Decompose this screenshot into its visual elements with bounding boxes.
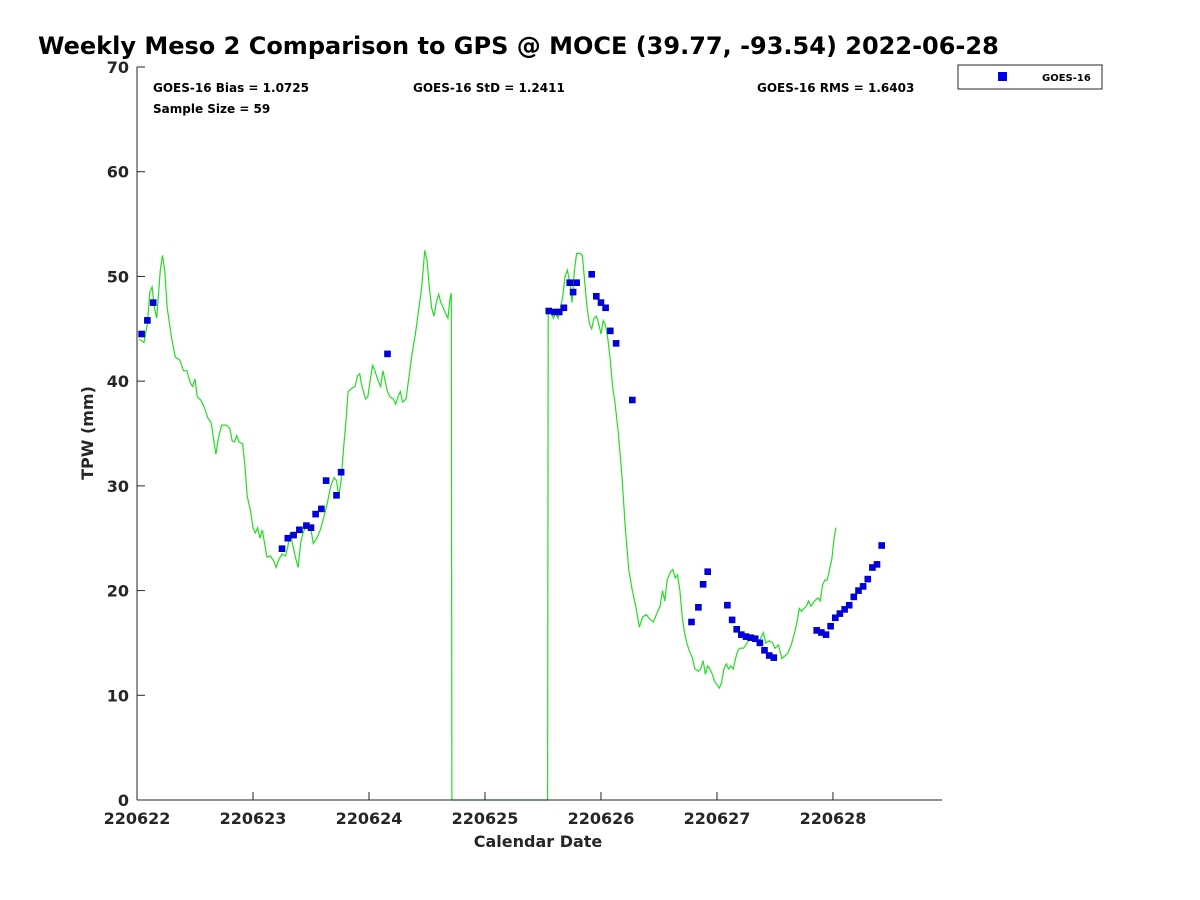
x-tick-label: 220624 xyxy=(336,809,403,828)
goes16-point xyxy=(751,635,759,643)
goes16-point xyxy=(704,568,712,576)
goes16-point xyxy=(588,270,596,278)
goes16-point xyxy=(845,601,853,609)
goes16-point xyxy=(733,625,741,633)
legend-label-goes16: GOES-16 xyxy=(1042,73,1091,84)
gps-series-line xyxy=(138,250,837,801)
goes16-point xyxy=(597,299,605,306)
y-axis-label: TPW (mm) xyxy=(78,386,97,480)
goes16-point xyxy=(612,340,620,347)
goes16-point xyxy=(555,308,563,316)
y-axis-ticks: 0 10 20 30 40 50 60 70 xyxy=(107,58,145,810)
goes16-point xyxy=(827,622,834,630)
goes16-point xyxy=(695,603,702,611)
goes16-point xyxy=(290,531,297,539)
goes16-point xyxy=(149,299,157,306)
goes16-point xyxy=(628,396,636,404)
legend-box xyxy=(957,64,1103,90)
goes16-point xyxy=(333,491,340,499)
goes16-point xyxy=(728,616,736,624)
legend-marker-goes16 xyxy=(998,72,1007,81)
goes16-point xyxy=(873,561,881,568)
goes16-point xyxy=(878,542,886,549)
goes16-point xyxy=(318,505,325,513)
y-tick-label: 40 xyxy=(107,372,129,391)
goes16-point xyxy=(756,639,764,647)
x-tick-label: 220626 xyxy=(568,809,635,828)
y-tick-label: 10 xyxy=(107,686,129,705)
y-tick-label: 30 xyxy=(107,477,129,496)
goes16-point xyxy=(337,468,345,476)
goes16-point xyxy=(296,526,303,534)
plot-area xyxy=(136,67,942,801)
y-tick-label: 0 xyxy=(118,791,129,810)
goes16-point xyxy=(770,654,778,661)
goes16-point xyxy=(841,606,848,613)
goes16-point xyxy=(307,524,315,532)
goes16-point xyxy=(569,288,577,296)
goes16-point xyxy=(859,583,867,590)
x-tick-label: 220628 xyxy=(800,809,867,828)
goes16-point xyxy=(822,631,830,638)
gps-line xyxy=(138,250,837,801)
x-tick-label: 220627 xyxy=(684,809,751,828)
chart-title: Weekly Meso 2 Comparison to GPS @ MOCE (… xyxy=(38,32,999,60)
x-axis-label: Calendar Date xyxy=(474,832,603,851)
goes16-point xyxy=(284,534,292,542)
goes16-point xyxy=(724,601,731,609)
goes16-point xyxy=(864,575,872,583)
std-stat: GOES-16 StD = 1.2411 xyxy=(413,81,565,95)
y-tick-label: 70 xyxy=(107,58,129,77)
goes16-point xyxy=(836,610,844,617)
goes16-point xyxy=(573,279,580,287)
goes16-point xyxy=(761,646,768,654)
bias-stat: GOES-16 Bias = 1.0725 xyxy=(153,81,309,95)
goes16-point xyxy=(312,510,319,518)
x-axis-ticks: 220622 220623 220624 220625 220626 220627 2206… xyxy=(104,792,867,828)
goes16-point xyxy=(138,330,145,338)
x-tick-label: 220625 xyxy=(452,809,519,828)
goes16-point xyxy=(850,593,858,601)
goes16-point xyxy=(144,317,151,324)
rms-stat: GOES-16 RMS = 1.6403 xyxy=(757,81,914,95)
goes16-series-markers xyxy=(138,270,886,661)
goes16-point xyxy=(592,292,600,300)
goes16-point xyxy=(831,614,839,622)
plot-frame xyxy=(137,67,942,800)
y-tick-label: 50 xyxy=(107,267,129,286)
goes16-point xyxy=(688,618,695,626)
goes16-point xyxy=(545,307,553,315)
goes16-point xyxy=(602,304,609,312)
goes16-point xyxy=(278,545,286,553)
goes16-point xyxy=(560,304,568,312)
sample-size-stat: Sample Size = 59 xyxy=(153,102,270,116)
y-tick-label: 60 xyxy=(107,163,129,182)
legend: GOES-16 xyxy=(957,64,1103,90)
goes16-point xyxy=(566,279,574,287)
y-tick-label: 20 xyxy=(107,582,129,601)
x-tick-label: 220623 xyxy=(220,809,287,828)
goes16-point xyxy=(322,477,330,484)
goes16-point xyxy=(384,350,391,358)
goes16-point xyxy=(606,327,614,335)
x-tick-label: 220622 xyxy=(104,809,171,828)
goes16-point xyxy=(699,580,707,588)
goes16-point xyxy=(855,587,862,594)
